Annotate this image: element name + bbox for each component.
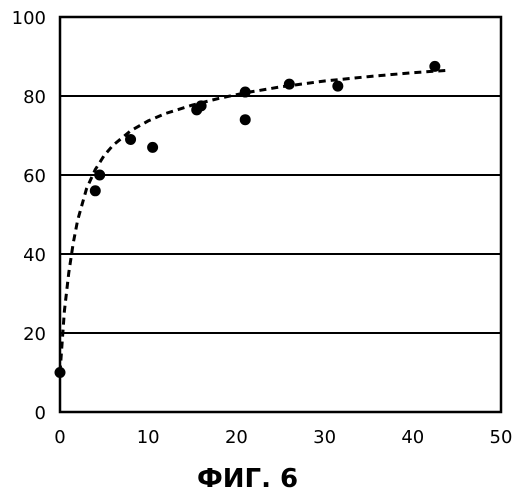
data-point	[55, 367, 66, 378]
x-tick-label: 20	[225, 427, 248, 448]
y-tick-label: 80	[23, 87, 46, 108]
y-tick-label: 60	[23, 166, 46, 187]
data-point	[90, 185, 101, 196]
x-tick-label: 30	[313, 427, 336, 448]
x-tick-label: 10	[137, 427, 160, 448]
x-tick-label: 0	[54, 427, 65, 448]
data-point	[284, 79, 295, 90]
y-tick-label: 100	[12, 8, 46, 29]
x-tick-label: 40	[401, 427, 424, 448]
y-tick-label: 20	[23, 324, 46, 345]
data-point	[429, 61, 440, 72]
y-tick-label: 40	[23, 245, 46, 266]
figure-caption: ФИГ. 6	[197, 464, 298, 494]
data-point	[196, 100, 207, 111]
y-axis-tick-labels: 0 20 40 60 80 100	[12, 8, 46, 424]
data-point	[332, 81, 343, 92]
plot-area-frame	[60, 17, 501, 412]
y-tick-label: 0	[35, 403, 46, 424]
grid-lines	[60, 96, 501, 333]
data-point	[240, 114, 251, 125]
data-point	[240, 87, 251, 98]
data-point	[94, 170, 105, 181]
x-axis-tick-labels: 0 10 20 30 40 50	[54, 427, 512, 448]
data-points	[55, 61, 441, 378]
data-point	[147, 142, 158, 153]
x-tick-label: 50	[490, 427, 513, 448]
fit-curve-dashed	[60, 70, 448, 372]
data-point	[125, 134, 136, 145]
